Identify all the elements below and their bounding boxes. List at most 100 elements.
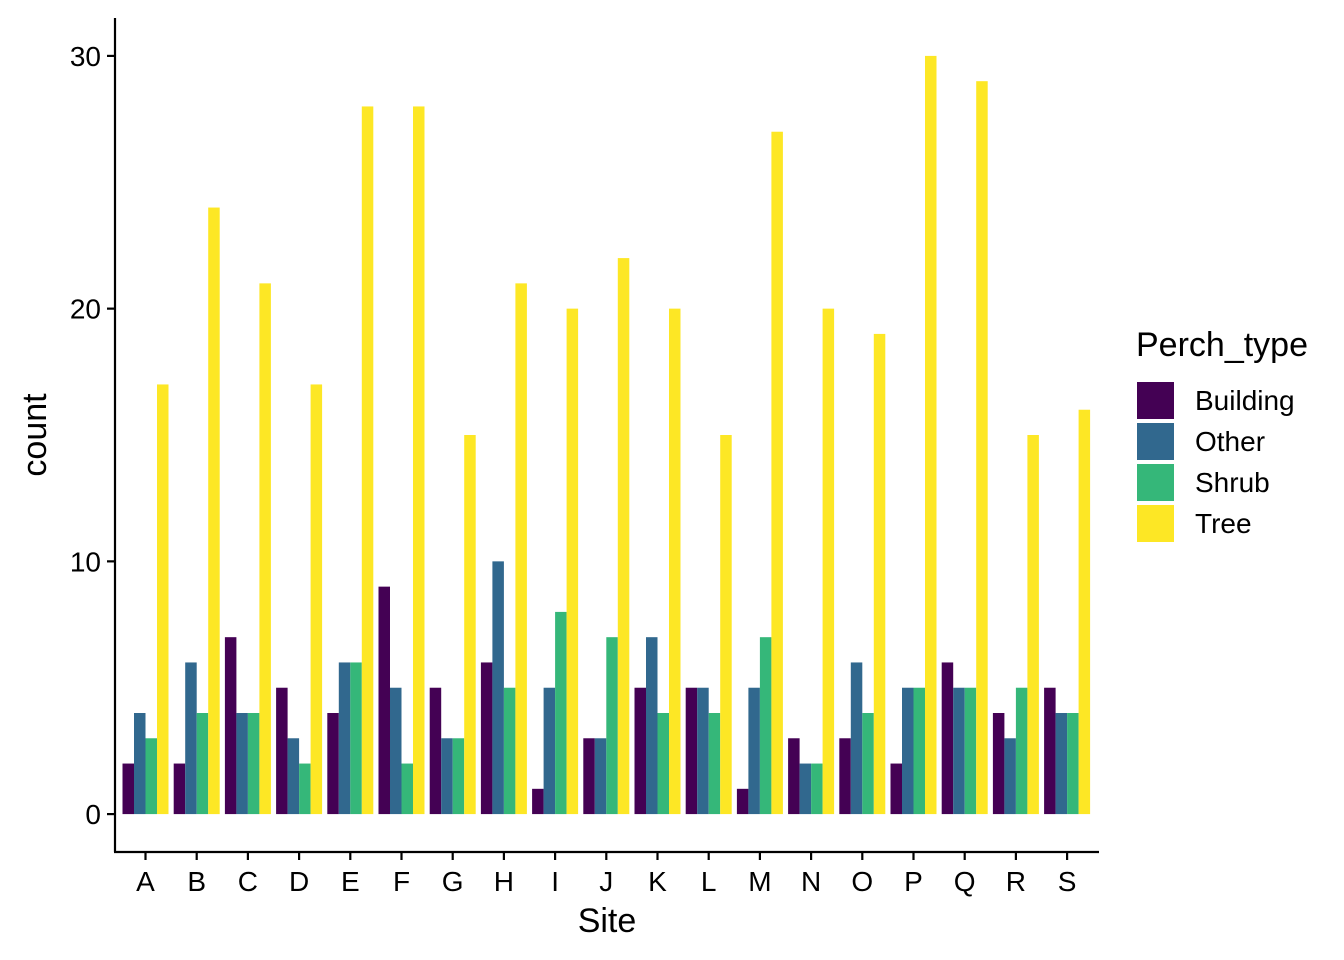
bar-K-tree [669,308,681,815]
bar-Q-tree [976,81,988,815]
bar-K-other [646,637,658,815]
y-axis-title: count [16,393,54,477]
bar-H-shrub [503,687,516,815]
legend-key-tree [1137,505,1174,542]
bar-L-shrub [708,713,721,815]
x-tick-label: L [701,866,717,897]
legend-title: Perch_type [1136,326,1308,364]
bar-R-shrub [1015,687,1028,815]
bar-P-other [902,687,914,815]
bar-C-other [236,713,248,815]
bar-N-other [799,763,812,815]
legend-label-tree: Tree [1195,508,1252,539]
bar-B-tree [208,207,220,815]
bar-C-tree [259,283,271,815]
bar-J-shrub [606,637,618,815]
bar-F-building [378,586,390,815]
x-tick-label: E [341,866,360,897]
legend-label-other: Other [1195,426,1265,457]
bar-L-tree [720,435,732,815]
bar-J-tree [617,258,630,815]
legend-key-shrub [1137,464,1174,501]
bar-S-building [1044,687,1056,815]
bar-H-other [492,561,504,815]
legend: Perch_type Building Other Shrub Tree [1136,326,1308,542]
y-tick-label: 30 [70,41,101,72]
x-tick-label: M [748,866,771,897]
x-tick-label: A [136,866,155,897]
x-tick-label: O [851,866,873,897]
x-tick-label: S [1058,866,1077,897]
y-tick-label: 0 [85,799,101,830]
x-tick-label: G [442,866,464,897]
bar-C-building [224,637,237,815]
bar-A-other [134,713,146,815]
bar-Q-other [953,687,965,815]
bar-E-building [327,713,339,815]
legend-key-other [1137,423,1174,460]
bar-D-building [276,687,288,815]
bar-M-other [748,687,760,815]
bar-S-other [1055,713,1068,815]
bar-O-building [839,738,851,815]
bar-B-shrub [196,713,209,815]
bar-R-tree [1027,435,1039,815]
bar-L-other [697,687,709,815]
bar-P-tree [925,55,937,815]
bars-group [122,55,1091,815]
bar-G-tree [464,435,476,815]
y-tick-label: 20 [70,294,101,325]
bar-J-building [583,738,595,815]
legend-label-building: Building [1195,385,1295,416]
bar-A-shrub [145,738,157,815]
bar-I-other [543,687,556,815]
x-tick-label: H [494,866,514,897]
x-tick-label: B [187,866,206,897]
bar-F-shrub [401,763,413,815]
bar-S-tree [1078,409,1091,815]
x-tick-label: R [1006,866,1026,897]
x-tick-label: P [904,866,923,897]
legend-label-shrub: Shrub [1195,467,1270,498]
x-tick-label: J [599,866,613,897]
bar-H-building [480,662,493,815]
bar-R-building [992,713,1005,815]
x-tick-label: K [648,866,667,897]
x-tick-label: Q [954,866,976,897]
bar-S-shrub [1067,713,1079,815]
x-tick-label: N [801,866,821,897]
x-tick-label: D [289,866,309,897]
x-axis-title: Site [578,902,637,940]
bar-H-tree [515,283,527,815]
x-tick-label: F [393,866,410,897]
y-tick-label: 10 [70,546,101,577]
bar-P-shrub [913,687,925,815]
bar-G-other [441,738,453,815]
x-tick-label: C [238,866,258,897]
bar-E-tree [361,106,374,815]
bar-I-building [532,788,544,815]
bar-I-shrub [555,611,567,815]
bar-F-other [390,687,402,815]
bar-I-tree [566,308,579,815]
bar-C-shrub [247,713,260,815]
bar-B-building [173,763,186,815]
bar-R-other [1004,738,1016,815]
bar-D-shrub [299,763,311,815]
bar-G-shrub [452,738,465,815]
bar-M-shrub [759,637,772,815]
bar-D-tree [310,384,323,815]
bar-D-other [287,738,300,815]
bar-O-shrub [862,713,874,815]
bar-P-building [890,763,902,815]
bar-L-building [685,687,698,815]
x-tick-label: I [551,866,559,897]
bar-M-building [736,788,749,815]
bar-Q-building [941,662,954,815]
bar-B-other [185,662,197,815]
bar-N-shrub [811,763,823,815]
bar-E-other [338,662,351,815]
y-ticks: 0 10 20 30 [70,41,115,830]
